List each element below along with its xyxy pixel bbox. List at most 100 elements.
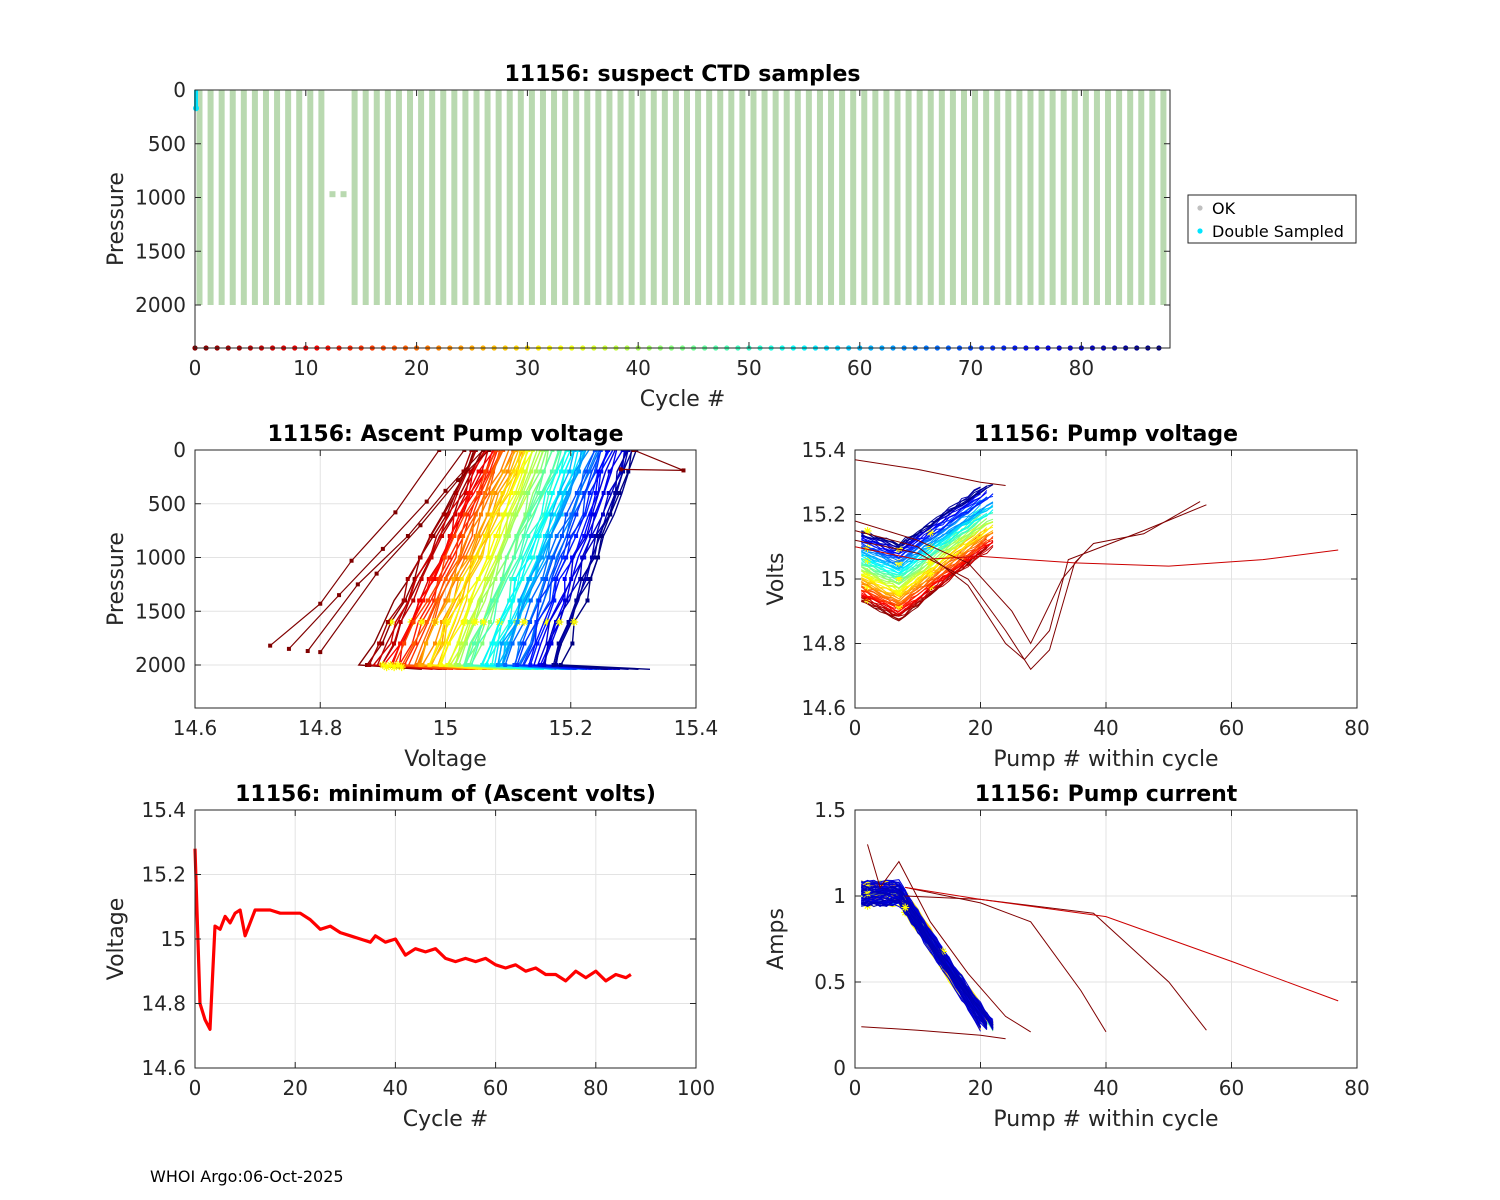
profile-bar (916, 90, 923, 305)
profile-bar (595, 90, 602, 305)
pump-voltage-line (861, 487, 981, 548)
y-axis-label: Volts (764, 552, 789, 605)
series-line (905, 886, 1107, 1033)
chart-title: 11156: Ascent Pump voltage (267, 422, 623, 447)
x-tick-label: 80 (1344, 1076, 1369, 1100)
ascent-sample (556, 641, 561, 646)
ascent-sample (517, 598, 522, 603)
ascent-sample (487, 620, 492, 624)
ascent-sample (518, 555, 523, 560)
series-line (854, 459, 1006, 486)
pump-start-star (901, 903, 910, 912)
profile-bar (861, 90, 868, 305)
ascent-sample (577, 469, 582, 474)
profile-bar (839, 90, 846, 305)
y-axis-label: Pressure (104, 172, 129, 266)
ascent-sample (391, 641, 396, 646)
ascent-sample (461, 534, 466, 538)
ascent-sample (480, 641, 485, 646)
ascent-sample (479, 469, 484, 474)
profile-bar (440, 90, 447, 305)
pump-start-star (926, 542, 935, 551)
x-tick-label: 15 (433, 716, 458, 740)
ascent-sample (485, 512, 490, 517)
ascent-sample (513, 450, 518, 452)
series-line (861, 1026, 1006, 1040)
profile-bar (972, 90, 979, 305)
legend-label: OK (1212, 199, 1236, 218)
ascent-profile-line (393, 450, 498, 670)
ascent-sample (462, 512, 467, 517)
ascent-sample (540, 450, 545, 452)
ascent-sample (593, 491, 598, 495)
pump-start-star (378, 661, 387, 669)
ascent-profile-line (403, 450, 497, 670)
ascent-sample (542, 534, 547, 538)
series-point (380, 546, 385, 551)
ascent-sample (442, 555, 447, 560)
ascent-sample (544, 512, 549, 517)
ascent-profile-line (536, 450, 620, 670)
ascent-sample (562, 577, 567, 581)
pump-current-line (860, 886, 994, 1027)
ascent-sample (401, 598, 406, 603)
ascent-sample (540, 577, 545, 581)
ascent-sample (454, 491, 459, 495)
profile-bar (373, 90, 380, 305)
y-tick-label: 14.6 (801, 696, 846, 720)
ascent-sample (456, 663, 461, 667)
ascent-profile-line (484, 450, 568, 670)
chart-suspect: 0 10 20 30 40 50 60 70 80 0 500 1000 1500 2000 11156: … (104, 62, 1357, 412)
ascent-sample (523, 512, 528, 517)
y-axis-label: Amps (764, 908, 789, 970)
profile-bar (240, 90, 247, 305)
plot-data (193, 848, 632, 1031)
ascent-sample (564, 555, 569, 560)
plot-data (854, 459, 1339, 671)
ascent-sample (510, 641, 515, 646)
ascent-sample (463, 491, 468, 495)
y-tick-label: 1.5 (814, 798, 846, 822)
x-tick-label: 100 (677, 1076, 715, 1100)
ascent-sample (451, 577, 456, 581)
ascent-sample (494, 450, 499, 452)
profile-bar (1138, 90, 1145, 305)
ascent-sample (432, 577, 437, 581)
ascent-sample (551, 577, 556, 581)
x-tick-label: 40 (1093, 716, 1118, 740)
ascent-sample (515, 491, 520, 495)
ascent-profile-line (559, 450, 651, 670)
x-axis-label: Cycle # (403, 1107, 489, 1132)
pump-start-star (417, 618, 426, 626)
chart-pumpv: 0 20 40 60 80 14.6 14.8 15 15.2 15.4 11156: Pump v… (764, 422, 1370, 772)
ascent-sample (554, 469, 559, 474)
ascent-sample (554, 534, 559, 538)
ascent-sample (499, 641, 504, 646)
ascent-sample (515, 620, 520, 624)
ascent-profile-line (470, 450, 563, 670)
ascent-sample (536, 491, 541, 495)
profile-bar (1093, 90, 1100, 305)
ascent-sample (582, 512, 587, 517)
profile-bar (772, 90, 779, 305)
profile-bar (562, 90, 569, 305)
ascent-sample (549, 641, 554, 646)
ascent-sample (517, 469, 522, 474)
profile-bar (451, 90, 458, 305)
series-point (355, 582, 360, 587)
ascent-sample (565, 491, 570, 495)
pump-voltage-line (861, 483, 994, 547)
ascent-sample (466, 491, 471, 495)
x-tick-label: 50 (736, 356, 761, 380)
series-group (854, 459, 1339, 671)
profile-bar (650, 90, 657, 305)
profile-bar (938, 90, 945, 305)
profile-bar (717, 90, 724, 305)
axes-box (854, 449, 1358, 709)
pump-voltage-line (861, 502, 994, 569)
ascent-sample (432, 598, 437, 603)
ascent-sample (589, 534, 594, 538)
profile-bar (1049, 90, 1056, 305)
chart-minv: 0 20 40 60 80 100 14.6 14.8 15 15.2 15.4 11156: min… (104, 782, 715, 1132)
pump-start-star (443, 618, 452, 626)
